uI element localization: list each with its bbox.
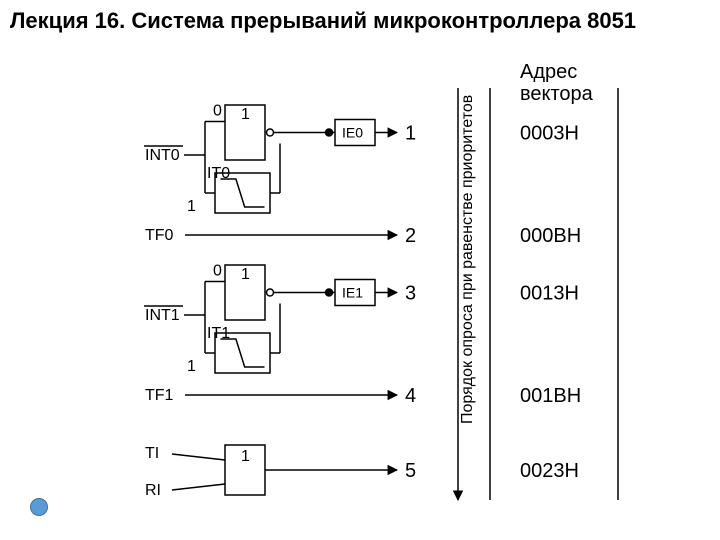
svg-text:IT1: IT1 [207,325,230,342]
svg-text:5: 5 [405,460,416,482]
svg-text:IE1: IE1 [342,285,363,301]
svg-text:1: 1 [187,198,196,215]
svg-text:RI: RI [145,482,161,499]
svg-text:1: 1 [241,106,250,123]
svg-text:IT0: IT0 [207,165,230,182]
svg-text:0013H: 0013H [520,283,579,305]
svg-text:0: 0 [213,263,222,280]
svg-text:1: 1 [187,358,196,375]
svg-text:INT0: INT0 [145,147,180,164]
page-title: Лекция 16. Система прерываний микроконтр… [10,8,636,34]
svg-text:0: 0 [213,103,222,120]
svg-text:вектора: вектора [520,83,594,105]
svg-text:TF1: TF1 [145,387,174,404]
svg-text:1: 1 [405,123,416,145]
svg-text:TF0: TF0 [145,227,174,244]
svg-text:1: 1 [241,266,250,283]
svg-text:INT1: INT1 [145,307,180,324]
svg-text:000BH: 000BH [520,225,581,247]
svg-text:Адрес: Адрес [520,61,577,83]
svg-text:Порядок опроса при равенстве п: Порядок опроса при равенстве приоритетов [459,95,476,424]
svg-text:0023H: 0023H [520,460,579,482]
svg-text:IE0: IE0 [342,125,363,141]
svg-text:0003H: 0003H [520,123,579,145]
svg-text:001BH: 001BH [520,385,581,407]
decorative-bullet [30,498,48,516]
svg-text:TI: TI [145,445,159,462]
svg-text:3: 3 [405,283,416,305]
svg-text:2: 2 [405,225,416,247]
interrupt-diagram: INT0 0 1 1 IE0 IT0 1 0003H TF0 2 000BH INT1 0 1 1 IE1 IT… [0,0,720,540]
svg-text:4: 4 [405,385,416,407]
svg-text:1: 1 [241,448,250,465]
